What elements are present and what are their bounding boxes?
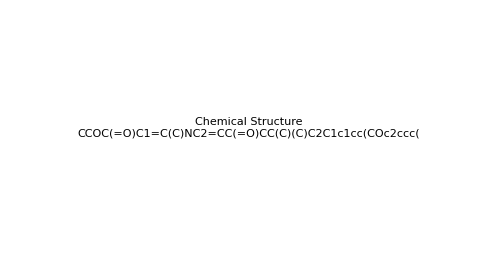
Text: Chemical Structure
CCOC(=O)C1=C(C)NC2=CC(=O)CC(C)(C)C2C1c1cc(COc2ccc(: Chemical Structure CCOC(=O)C1=C(C)NC2=CC… xyxy=(78,117,420,139)
